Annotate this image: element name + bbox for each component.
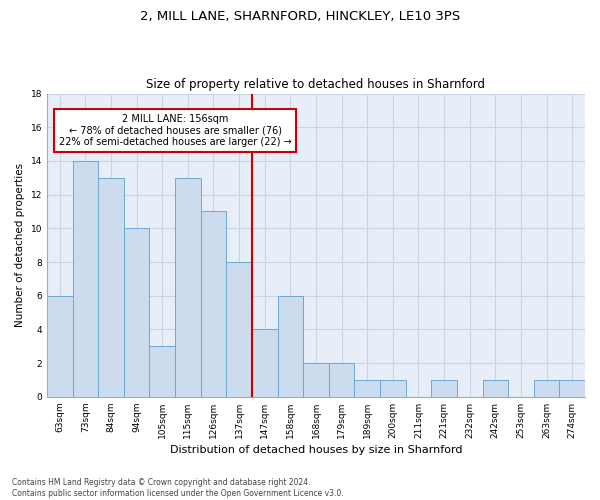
Bar xyxy=(226,262,252,397)
X-axis label: Distribution of detached houses by size in Sharnford: Distribution of detached houses by size … xyxy=(170,445,462,455)
Bar xyxy=(355,380,380,397)
Bar xyxy=(73,161,98,397)
Bar xyxy=(431,380,457,397)
Bar xyxy=(380,380,406,397)
Bar xyxy=(278,296,303,397)
Text: 2 MILL LANE: 156sqm
← 78% of detached houses are smaller (76)
22% of semi-detach: 2 MILL LANE: 156sqm ← 78% of detached ho… xyxy=(59,114,292,147)
Bar xyxy=(534,380,559,397)
Bar xyxy=(47,296,73,397)
Bar xyxy=(124,228,149,397)
Y-axis label: Number of detached properties: Number of detached properties xyxy=(15,163,25,327)
Bar xyxy=(200,212,226,397)
Bar xyxy=(149,346,175,397)
Bar xyxy=(329,363,355,397)
Bar xyxy=(303,363,329,397)
Bar xyxy=(482,380,508,397)
Text: 2, MILL LANE, SHARNFORD, HINCKLEY, LE10 3PS: 2, MILL LANE, SHARNFORD, HINCKLEY, LE10 … xyxy=(140,10,460,23)
Bar xyxy=(98,178,124,397)
Bar xyxy=(559,380,585,397)
Text: Contains HM Land Registry data © Crown copyright and database right 2024.
Contai: Contains HM Land Registry data © Crown c… xyxy=(12,478,344,498)
Bar xyxy=(175,178,200,397)
Bar xyxy=(252,330,278,397)
Title: Size of property relative to detached houses in Sharnford: Size of property relative to detached ho… xyxy=(146,78,485,91)
